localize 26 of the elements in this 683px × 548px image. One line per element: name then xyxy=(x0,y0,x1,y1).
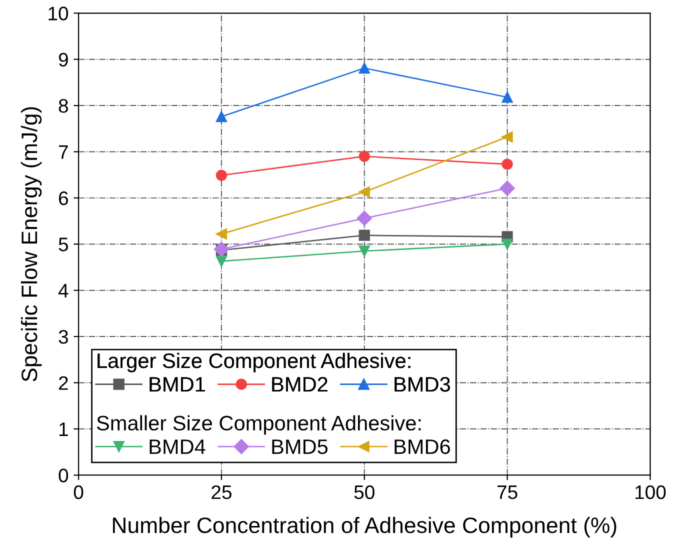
legend-label: BMD5 xyxy=(272,440,328,454)
legend-label: BMD6 xyxy=(394,439,450,454)
y-tick-label: 0 xyxy=(58,468,68,482)
legend-label: BMD3 xyxy=(394,376,450,392)
x-tick-label: 100 xyxy=(635,485,666,500)
y-tick-label: 8 xyxy=(58,99,68,113)
x-tick-label: 0 xyxy=(74,485,84,500)
y-tick-label: 9 xyxy=(58,52,68,67)
legend-label: BMD1 xyxy=(150,377,205,392)
y-tick-label: 1 xyxy=(59,422,68,436)
y-tick-label: 6 xyxy=(58,191,68,206)
y-tick-label: 5 xyxy=(58,238,68,252)
y-tick-label: 7 xyxy=(59,145,68,159)
legend-label: BMD4 xyxy=(150,440,206,454)
y-tick-label: 10 xyxy=(48,6,68,20)
annotation: Larger Size Component Adhesive: xyxy=(98,352,410,372)
annotation: Smaller Size Component Adhesive: xyxy=(96,415,421,435)
y-tick-label: 4 xyxy=(58,284,68,298)
x-tick-label: 75 xyxy=(497,486,518,500)
x-axis-title: Number Concentration of Adhesive Component (%) xyxy=(113,516,616,538)
y-tick-label: 2 xyxy=(58,376,68,390)
y-axis-title: Specific Flow Energy (mJ/g) xyxy=(20,107,42,382)
x-tick-label: 25 xyxy=(212,485,232,500)
legend-label: BMD2 xyxy=(272,376,328,392)
y-tick-label: 3 xyxy=(58,330,68,344)
x-tick-label: 50 xyxy=(354,485,374,500)
